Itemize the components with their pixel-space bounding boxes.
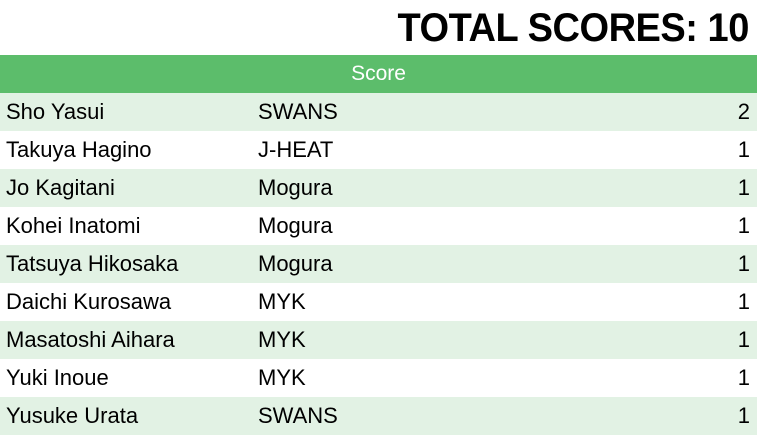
player-score: 2 (737, 99, 750, 124)
table-row: Yuki Inoue MYK 1 (0, 359, 757, 397)
team-name: Mogura (258, 175, 333, 200)
player-score: 1 (737, 175, 750, 200)
player-name: Kohei Inatomi (6, 213, 141, 238)
team-name: MYK (258, 327, 306, 352)
table-row: Sho Yasui SWANS 2 (0, 93, 757, 131)
player-score: 1 (737, 289, 750, 314)
player-score: 1 (737, 213, 750, 238)
table-row: Takuya Hagino J-HEAT 1 (0, 131, 757, 169)
team-name: J-HEAT (258, 137, 334, 162)
table-row: Kohei Inatomi Mogura 1 (0, 207, 757, 245)
team-name: MYK (258, 289, 306, 314)
player-name: Jo Kagitani (6, 175, 115, 200)
player-score: 1 (737, 365, 750, 390)
player-name: Sho Yasui (6, 99, 105, 124)
player-name: Tatsuya Hikosaka (6, 251, 179, 276)
player-name: Takuya Hagino (6, 137, 152, 162)
player-name: Masatoshi Aihara (6, 327, 175, 352)
player-score: 1 (737, 327, 750, 352)
team-name: MYK (258, 365, 306, 390)
score-table: Sho Yasui SWANS 2 Takuya Hagino J-HEAT 1 Jo Ka… (0, 93, 757, 435)
player-score: 1 (737, 137, 750, 162)
player-score: 1 (737, 251, 750, 276)
team-name: Mogura (258, 213, 333, 238)
team-name: Mogura (258, 251, 333, 276)
team-name: SWANS (258, 99, 338, 124)
player-name: Daichi Kurosawa (6, 289, 172, 314)
table-row: Tatsuya Hikosaka Mogura 1 (0, 245, 757, 283)
table-row: Jo Kagitani Mogura 1 (0, 169, 757, 207)
team-name: SWANS (258, 403, 338, 428)
player-name: Yuki Inoue (6, 365, 109, 390)
player-score: 1 (737, 403, 750, 428)
table-row: Masatoshi Aihara MYK 1 (0, 321, 757, 359)
table-row: Daichi Kurosawa MYK 1 (0, 283, 757, 321)
table-row: Yusuke Urata SWANS 1 (0, 397, 757, 435)
player-name: Yusuke Urata (6, 403, 139, 428)
total-scores-title: TOTAL SCORES: 10 (397, 6, 750, 50)
score-header: Score (0, 55, 757, 93)
